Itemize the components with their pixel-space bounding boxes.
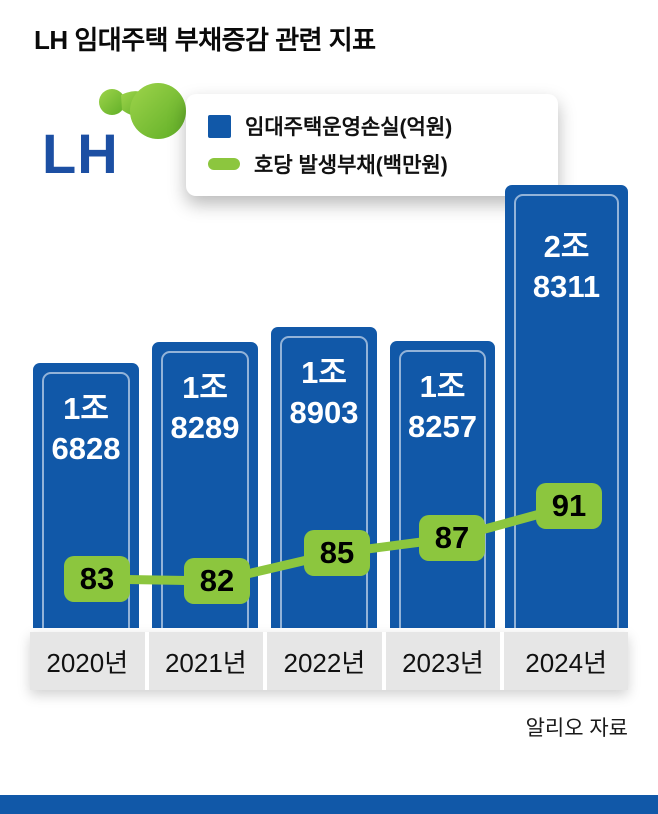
bar-inner-frame [514, 194, 619, 628]
bar-inner-frame [42, 372, 130, 628]
lh-logo-text: LH [42, 122, 119, 185]
green-line-swatch-icon [208, 158, 240, 170]
bar-value-label: 1조 8903 [289, 355, 359, 430]
line-point-label-2023: 87 [419, 515, 485, 561]
line-point-label-2022: 85 [304, 530, 370, 576]
legend-item-operating-loss: 임대주택운영손실(억원) [208, 111, 536, 141]
source-credit: 알리오 자료 [525, 717, 628, 740]
x-axis-label-2024: 2024년 [500, 632, 628, 690]
lh-logo-blob-icon [99, 83, 186, 139]
legend: 임대주택운영손실(억원) 호당 발생부채(백만원) [186, 94, 558, 196]
legend-item-debt-per-unit: 호당 발생부채(백만원) [208, 149, 536, 179]
bar-inner-frame [399, 350, 486, 628]
x-axis-label-2022: 2022년 [263, 632, 382, 690]
bottom-accent-bar [0, 795, 658, 814]
legend-label: 호당 발생부채(백만원) [254, 154, 448, 177]
bar-inner-frame [280, 336, 368, 628]
x-axis-label-2021: 2021년 [144, 632, 264, 690]
bar-2022: 1조 8903 [271, 327, 377, 628]
line-point-label-2020: 83 [64, 556, 130, 602]
bar-2023: 1조 8257 [390, 341, 495, 628]
bar-value-label: 1조 8289 [170, 370, 240, 445]
x-axis: 2020년 2021년 2022년 2023년 2024년 [30, 632, 628, 690]
bar-2020: 1조 6828 [33, 363, 139, 628]
page-title: LH 임대주택 부채증감 관련 지표 [34, 25, 376, 55]
bar-2024: 2조 8311 [505, 185, 628, 628]
line-point-label-2021: 82 [184, 558, 250, 604]
bar-value-label: 1조 8257 [408, 369, 477, 444]
x-axis-label-2023: 2023년 [381, 632, 501, 690]
blue-bar-swatch-icon [208, 114, 231, 138]
bar-value-label: 1조 6828 [51, 391, 121, 466]
bar-inner-frame [161, 351, 249, 628]
line-point-label-2024: 91 [536, 483, 602, 529]
x-axis-label-2020: 2020년 [46, 647, 129, 678]
bar-value-label: 2조 8311 [532, 229, 601, 304]
legend-label: 임대주택운영손실(억원) [245, 116, 453, 139]
